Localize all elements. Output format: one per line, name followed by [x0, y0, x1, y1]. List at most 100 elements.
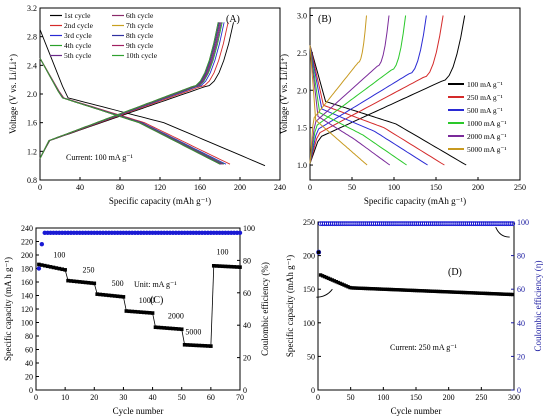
panel-c: 0 10 20 30 40 50 60 700204060801001201401601802… [3, 224, 270, 416]
panel-d-ytick-label: 50 [307, 352, 315, 361]
panel-c-capacity-point [177, 327, 181, 331]
panel-d-capacity-point [438, 289, 442, 294]
panel-b-charge-line [309, 15, 367, 164]
panel-c-capacity-point [75, 279, 79, 284]
panel-c-capacity-point [72, 279, 76, 284]
panel-d-xtick-label: 250 [475, 393, 487, 402]
panel-c-capacity-point [191, 343, 196, 348]
panel-c-capacity-point [188, 343, 193, 347]
panel-d-capacity-point [356, 286, 360, 290]
panel-c-capacity-point [238, 265, 242, 269]
panel-d-capacity-point [338, 281, 342, 286]
panel-a-xtick-label: 120 [154, 183, 166, 192]
panel-c-capacity-point [54, 266, 59, 270]
panel-d-xtick-label: 0 [316, 393, 320, 402]
panel-d-y2tick-label: 100 [517, 218, 529, 227]
panel-c-y2tick-label: 40 [243, 321, 251, 330]
panel-b-curves [309, 15, 467, 166]
panel-c-capacity-link [93, 283, 98, 295]
panel-d-y2tick-label: 80 [517, 252, 525, 261]
panel-a-legend-label: 4th cycle [64, 41, 92, 50]
panel-c-capacity-point [112, 294, 117, 298]
panel-d-capacity-point [407, 288, 411, 292]
panel-a-xtick-label: 80 [116, 183, 124, 192]
panel-d-capacity-point [332, 279, 337, 283]
panel-d-ytick-label: 250 [303, 218, 315, 227]
panel-c-label: (C) [150, 295, 163, 306]
panel-c-y2tick-label: 80 [243, 256, 251, 265]
panel-a-ylabel: Voltage (V vs. Li/Li⁺) [8, 54, 18, 134]
panel-c-capacity-point [232, 265, 236, 269]
panel-c-capacity-point [197, 343, 201, 348]
panel-c-capacity-point [95, 292, 99, 296]
panel-c-capacity-point [226, 264, 231, 269]
panel-d-arrow-left [316, 288, 333, 298]
panel-c-capacity-point [51, 265, 56, 270]
panel-d-xtick-label: 100 [377, 393, 389, 402]
panel-d-capacity-point [481, 291, 485, 296]
panel-d-capacity-point [465, 290, 470, 295]
panel-d-xtick-label: 200 [443, 393, 455, 402]
panel-a-annotation: Current: 100 mA g⁻¹ [66, 153, 133, 162]
panel-b-xlabel: Specific capacity (mAh g⁻¹) [364, 196, 466, 206]
panel-c-capacity-point [203, 344, 207, 348]
panel-c-capacity-point [57, 266, 62, 271]
panel-c-rate-label: 100 [217, 247, 229, 256]
panel-c-capacity-point [121, 295, 126, 299]
panel-d-y2tick-label: 0 [517, 386, 521, 395]
panel-c-capacity-point [182, 342, 187, 347]
panel-c-capacity-point [118, 294, 123, 299]
panel-c-capacity-point [133, 309, 137, 314]
panel-b-legend-label: 250 mA g⁻¹ [467, 93, 503, 102]
panel-d-capacity-point [316, 250, 321, 254]
panel-d-capacity-point [352, 286, 356, 290]
panel-c-capacity-point [107, 293, 111, 298]
panel-d-capacity-point [399, 288, 403, 292]
panel-d-capacity-point [318, 273, 323, 277]
panel-d-capacity-point [479, 291, 484, 295]
panel-c-capacity-point [229, 264, 234, 269]
panel-b-legend-label: 1000 mA g⁻¹ [467, 119, 507, 128]
panel-c-unit-label: Unit: mA g⁻¹ [134, 280, 177, 289]
panel-d-xtick-label: 50 [347, 393, 355, 402]
panel-a-xtick-label: 40 [76, 183, 84, 192]
panel-c-ytick-label: 220 [21, 238, 33, 247]
panel-a-xlabel: Specific capacity (mAh g⁻¹) [109, 196, 211, 206]
panel-c-ytick-label: 0 [29, 386, 33, 395]
panel-d-capacity-point [375, 287, 380, 291]
panel-d-capacity-point [344, 284, 348, 288]
panel-d-capacity-point [414, 288, 419, 293]
panel-d-capacity-point [458, 290, 462, 295]
panel-c-capacity-point [168, 326, 172, 331]
panel-d-capacity-point [389, 287, 393, 292]
panel-c-capacity-point [83, 280, 88, 285]
panel-d-capacity-point [444, 290, 448, 294]
panel-b-discharge-line [309, 45, 407, 166]
panel-d-xtick-label: 150 [410, 393, 422, 402]
panel-c-xtick-label: 40 [149, 393, 157, 402]
panel-c-capacity-point [159, 325, 164, 330]
panel-d-capacity-point [436, 289, 440, 294]
panel-c-capacity-point [77, 280, 82, 284]
panel-c-capacity-link [123, 296, 127, 312]
panel-c-capacity-point [127, 309, 132, 314]
panel-c-capacity-point [142, 310, 146, 315]
panel-c-efficiency-point [39, 242, 45, 247]
panel-c-capacity-point [235, 265, 239, 269]
panel-c-capacity-point [115, 294, 120, 299]
panel-c-capacity-point [174, 327, 178, 331]
panel-c-ytick-label: 160 [21, 278, 33, 287]
panel-a-ytick-label: 3.2 [27, 4, 37, 13]
panel-d-capacity-point [412, 288, 417, 293]
panel-b-xtick-label: 150 [430, 183, 442, 192]
panel-d-capacity-point [373, 287, 378, 291]
panel-d-capacity-point [379, 287, 384, 291]
panel-d-capacity-point [448, 290, 452, 294]
panel-b-charge-line [309, 15, 407, 164]
panel-a-legend-label: 9th cycle [126, 41, 154, 50]
panel-d-arrow-right [495, 226, 510, 238]
panel-d-capacity-point [450, 290, 454, 294]
panel-a-legend-label: 2nd cycle [64, 21, 94, 30]
